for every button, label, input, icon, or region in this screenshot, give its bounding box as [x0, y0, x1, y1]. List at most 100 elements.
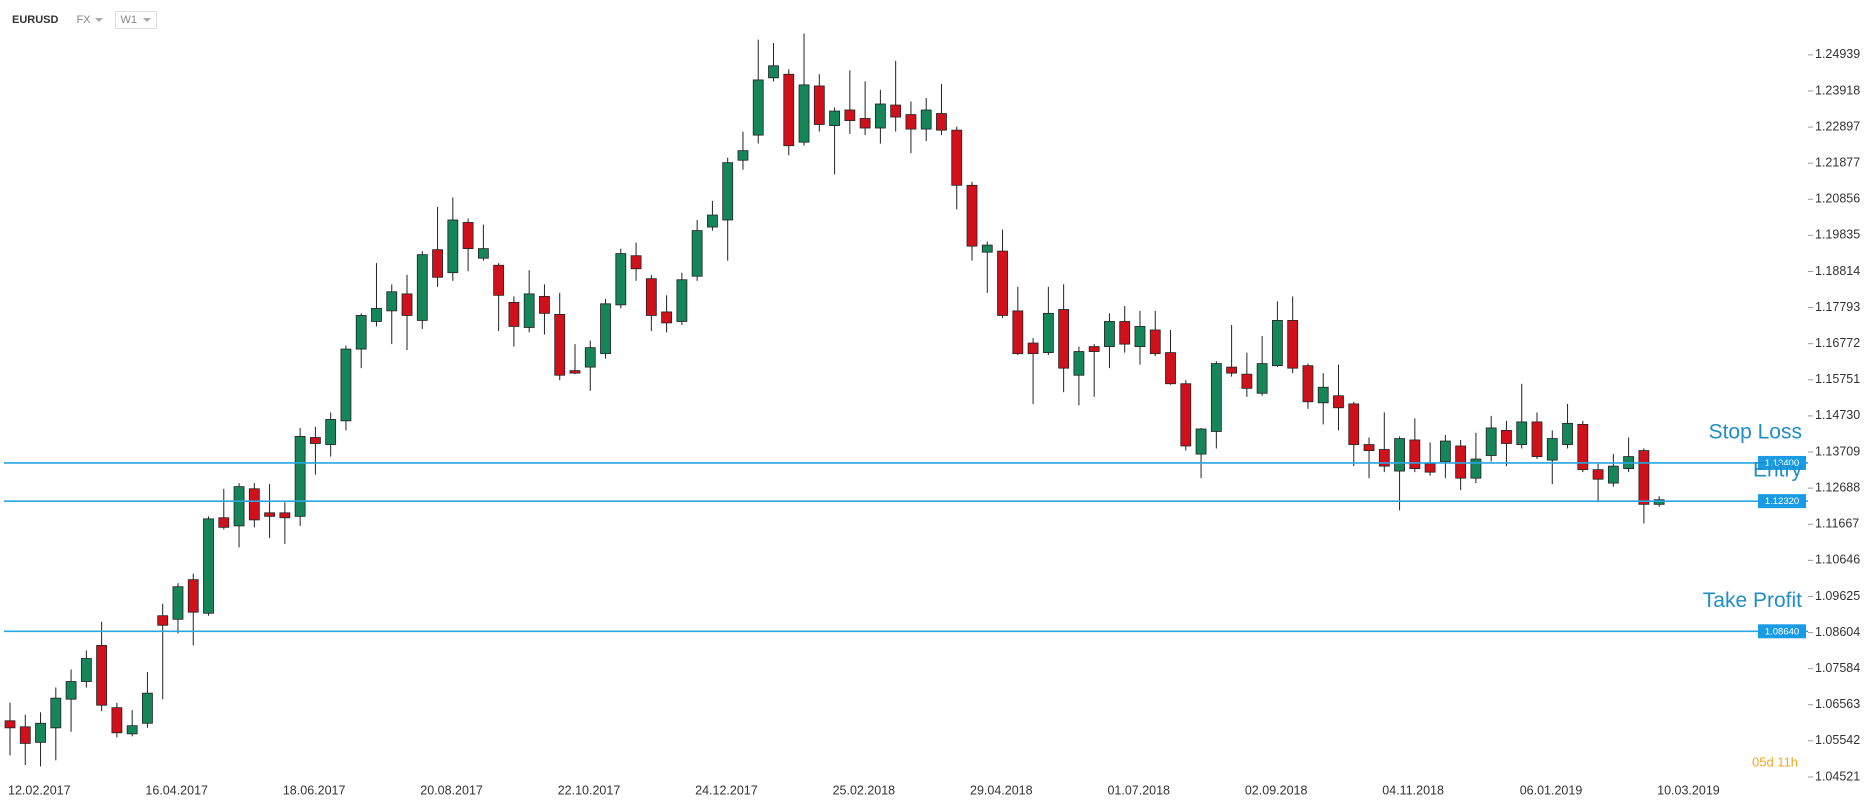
- candle-body: [981, 244, 993, 253]
- candle-body: [722, 162, 734, 221]
- y-tick-label: 1.23918: [1815, 83, 1860, 97]
- candle-body: [951, 129, 963, 186]
- candle-body: [1562, 422, 1573, 445]
- candle-body: [737, 150, 749, 161]
- candle-body: [1470, 458, 1482, 479]
- candle-body: [1272, 320, 1283, 367]
- x-tick-label: 20.08.2017: [420, 783, 483, 797]
- candle-body: [1394, 438, 1405, 472]
- candle-body: [1348, 403, 1360, 445]
- candle-body: [539, 295, 550, 314]
- candle-body: [50, 697, 62, 729]
- symbol[interactable]: EURUSD: [12, 14, 59, 26]
- x-tick-label: 16.04.2017: [145, 783, 208, 797]
- y-tick-label: 1.14730: [1815, 408, 1860, 422]
- y-tick-label: 1.06563: [1815, 697, 1860, 711]
- candle-body: [1195, 428, 1207, 455]
- candle-body: [371, 307, 382, 322]
- candle-body: [355, 315, 367, 350]
- candle-body: [707, 214, 718, 228]
- candle-body: [1638, 450, 1650, 505]
- countdown: 05d 11h: [1752, 754, 1798, 769]
- market-caret[interactable]: [94, 18, 103, 22]
- candle-body: [126, 725, 138, 735]
- candle-body: [508, 301, 520, 327]
- candle-body: [340, 348, 352, 422]
- candle-body: [1424, 463, 1436, 473]
- level-badge: [1758, 455, 1806, 470]
- candle-body: [569, 370, 581, 374]
- candle-body: [1653, 499, 1665, 505]
- y-tick-label: 1.05542: [1815, 733, 1860, 747]
- candle-body: [65, 681, 77, 700]
- candle-body: [844, 109, 856, 121]
- candle-body: [936, 113, 947, 131]
- candle-body: [752, 79, 764, 136]
- candle-body: [676, 279, 688, 322]
- candle-body: [890, 104, 902, 118]
- candle-body: [401, 293, 413, 316]
- x-tick-label: 25.02.2018: [833, 783, 896, 797]
- candle-body: [218, 517, 230, 528]
- x-tick-label: 01.07.2018: [1107, 783, 1170, 797]
- candle-body: [96, 645, 108, 706]
- y-tick-label: 1.18814: [1815, 264, 1860, 278]
- candle-body: [157, 615, 169, 626]
- timeframe-caret[interactable]: [143, 18, 152, 22]
- candle-body: [905, 114, 917, 130]
- candle-body: [874, 103, 886, 129]
- candle-body: [966, 184, 978, 247]
- y-tick-label: 1.04521: [1815, 769, 1860, 783]
- timeframe-select[interactable]: W1: [114, 11, 158, 29]
- candle-body: [477, 248, 489, 259]
- candle-body: [1058, 309, 1070, 369]
- candle-body: [1027, 342, 1039, 355]
- candle-body: [523, 293, 535, 328]
- market[interactable]: FX: [76, 14, 91, 26]
- candle-body: [1073, 351, 1085, 376]
- y-tick-label: 1.12688: [1815, 480, 1860, 494]
- timeframe[interactable]: W1: [120, 14, 138, 26]
- level-name: Stop Loss: [1709, 420, 1802, 443]
- level-name: Entry: [1753, 459, 1803, 482]
- candle-body: [1226, 366, 1237, 374]
- y-tick-label: 1.17793: [1815, 300, 1860, 314]
- candle-body: [1210, 363, 1222, 432]
- candle-body: [1165, 352, 1176, 385]
- candle-body: [1485, 427, 1497, 456]
- y-tick-label: 1.11667: [1815, 517, 1859, 531]
- candle-body: [813, 85, 825, 125]
- candle-body: [493, 264, 505, 296]
- candle-body: [1409, 439, 1421, 470]
- candle-body: [1119, 321, 1131, 345]
- candle-body: [1317, 386, 1329, 404]
- x-tick-label: 29.04.2018: [970, 783, 1033, 797]
- x-tick-label: 18.06.2017: [283, 783, 346, 797]
- level-name: Take Profit: [1703, 589, 1802, 612]
- y-tick-label: 1.22897: [1815, 119, 1860, 133]
- candle-body: [19, 726, 31, 744]
- candle-body: [4, 720, 16, 729]
- candle-body: [1546, 438, 1558, 461]
- candle-body: [35, 722, 46, 743]
- candle-body: [111, 707, 123, 734]
- candle-body: [829, 110, 840, 126]
- candle-body: [1439, 440, 1451, 462]
- candle-body: [1149, 329, 1161, 355]
- candle-body: [1088, 346, 1100, 352]
- y-tick-label: 1.09625: [1815, 589, 1860, 603]
- level-value-label: 1.13400: [1765, 458, 1799, 469]
- candle-body: [920, 109, 932, 130]
- candle-body: [1607, 465, 1619, 484]
- candle-body: [1256, 363, 1268, 394]
- candle-body: [1104, 321, 1115, 347]
- candle-body: [1363, 444, 1375, 451]
- candle-body: [462, 222, 474, 250]
- candle-body: [645, 278, 657, 316]
- x-tick-label: 02.09.2018: [1245, 783, 1308, 797]
- candle-body: [1501, 430, 1512, 444]
- level-value-label: 1.12320: [1765, 496, 1799, 507]
- candle-body: [661, 311, 673, 324]
- candle-body: [233, 486, 245, 527]
